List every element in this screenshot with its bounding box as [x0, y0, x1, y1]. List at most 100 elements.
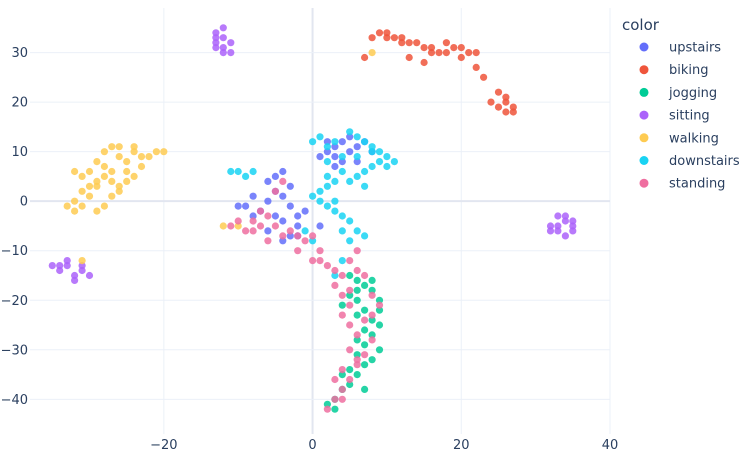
data-point-walking	[85, 182, 94, 190]
plot-area	[30, 8, 610, 434]
data-point-standing	[353, 331, 361, 339]
data-point-walking	[85, 192, 94, 200]
data-point-walking	[115, 182, 123, 190]
data-point-standing	[242, 227, 250, 235]
data-point-downstairs	[249, 167, 257, 176]
data-point-walking	[123, 158, 131, 166]
data-point-sitting	[78, 262, 86, 270]
data-point-walking	[137, 162, 146, 171]
data-point-downstairs	[353, 172, 361, 180]
data-point-jogging	[361, 361, 369, 369]
data-point-biking	[442, 39, 450, 47]
data-point-downstairs	[368, 162, 376, 171]
legend-item-upstairs[interactable]: upstairs	[639, 41, 722, 56]
legend-label: sitting	[669, 109, 710, 124]
data-point-downstairs	[353, 133, 361, 141]
data-point-standing	[353, 247, 361, 255]
data-point-upstairs	[353, 158, 361, 166]
data-point-biking	[420, 58, 428, 67]
data-point-standing	[338, 271, 346, 280]
data-point-walking	[137, 153, 146, 161]
x-tick-label: −20	[150, 438, 177, 453]
data-point-biking	[375, 29, 384, 37]
data-point-walking	[108, 167, 116, 176]
data-point-sitting	[212, 44, 220, 52]
data-point-walking	[160, 148, 168, 156]
data-point-biking	[405, 39, 413, 47]
data-point-standing	[353, 361, 361, 369]
data-point-downstairs	[361, 232, 369, 240]
data-point-walking	[152, 148, 160, 156]
data-point-sitting	[561, 212, 570, 220]
data-point-sitting	[569, 217, 577, 225]
y-tick-label: 30	[11, 46, 28, 61]
data-point-jogging	[353, 276, 361, 284]
data-point-standing	[331, 266, 339, 275]
data-point-upstairs	[271, 172, 279, 180]
data-point-biking	[509, 108, 517, 116]
legend-title: color	[622, 16, 660, 34]
data-point-biking	[383, 34, 391, 42]
data-point-downstairs	[331, 197, 339, 205]
legend-item-sitting[interactable]: sitting	[639, 109, 710, 124]
legend-item-downstairs[interactable]: downstairs	[639, 154, 740, 169]
data-point-sitting	[56, 262, 64, 270]
data-point-upstairs	[316, 222, 324, 230]
data-point-biking	[480, 73, 488, 81]
data-point-downstairs	[323, 158, 331, 166]
data-point-jogging	[368, 286, 376, 294]
data-point-jogging	[331, 405, 339, 413]
data-point-sitting	[554, 227, 562, 235]
data-point-sitting	[554, 212, 562, 220]
data-point-upstairs	[264, 197, 272, 205]
data-point-standing	[264, 212, 272, 220]
y-tick-label: −40	[1, 393, 28, 408]
data-point-standing	[375, 301, 384, 309]
data-point-standing	[368, 311, 376, 319]
legend-marker	[639, 42, 649, 52]
data-point-standing	[368, 291, 376, 299]
data-point-upstairs	[286, 182, 294, 190]
data-point-walking	[100, 148, 108, 156]
data-point-downstairs	[331, 138, 339, 146]
data-point-standing	[353, 356, 361, 364]
data-point-standing	[256, 207, 265, 215]
data-point-walking	[130, 148, 138, 156]
legend-item-standing[interactable]: standing	[639, 177, 726, 192]
data-point-downstairs	[353, 227, 361, 235]
x-tick-label: 0	[308, 438, 316, 453]
data-point-standing	[234, 217, 242, 225]
data-points	[48, 24, 577, 413]
data-point-jogging	[346, 366, 354, 374]
data-point-biking	[502, 108, 510, 116]
data-point-biking	[457, 44, 465, 52]
data-point-standing	[361, 316, 369, 324]
data-point-biking	[472, 49, 480, 57]
grid-lines	[30, 8, 611, 434]
data-point-walking	[85, 167, 94, 176]
data-point-standing	[331, 281, 339, 289]
legend-item-walking[interactable]: walking	[639, 131, 719, 146]
data-point-sitting	[219, 44, 227, 52]
data-point-upstairs	[286, 232, 294, 240]
data-point-upstairs	[338, 158, 346, 166]
legend-marker	[639, 65, 649, 75]
data-point-standing	[346, 346, 354, 354]
data-point-jogging	[353, 336, 361, 344]
data-point-biking	[450, 44, 458, 52]
legend-item-biking[interactable]: biking	[639, 63, 709, 78]
data-point-walking	[123, 167, 131, 176]
data-point-upstairs	[331, 153, 339, 161]
data-point-jogging	[368, 276, 376, 284]
data-point-upstairs	[279, 167, 287, 176]
legend-label: standing	[669, 177, 725, 192]
data-point-walking	[93, 158, 101, 166]
y-tick-label: −20	[1, 294, 28, 309]
data-point-downstairs	[338, 212, 346, 220]
x-axis-ticks: −20 0 20 40	[150, 438, 618, 453]
legend-label: downstairs	[669, 154, 740, 169]
legend-item-jogging[interactable]: jogging	[639, 86, 718, 101]
legend[interactable]: color upstairs biking jogging sitting walkin…	[622, 16, 740, 192]
